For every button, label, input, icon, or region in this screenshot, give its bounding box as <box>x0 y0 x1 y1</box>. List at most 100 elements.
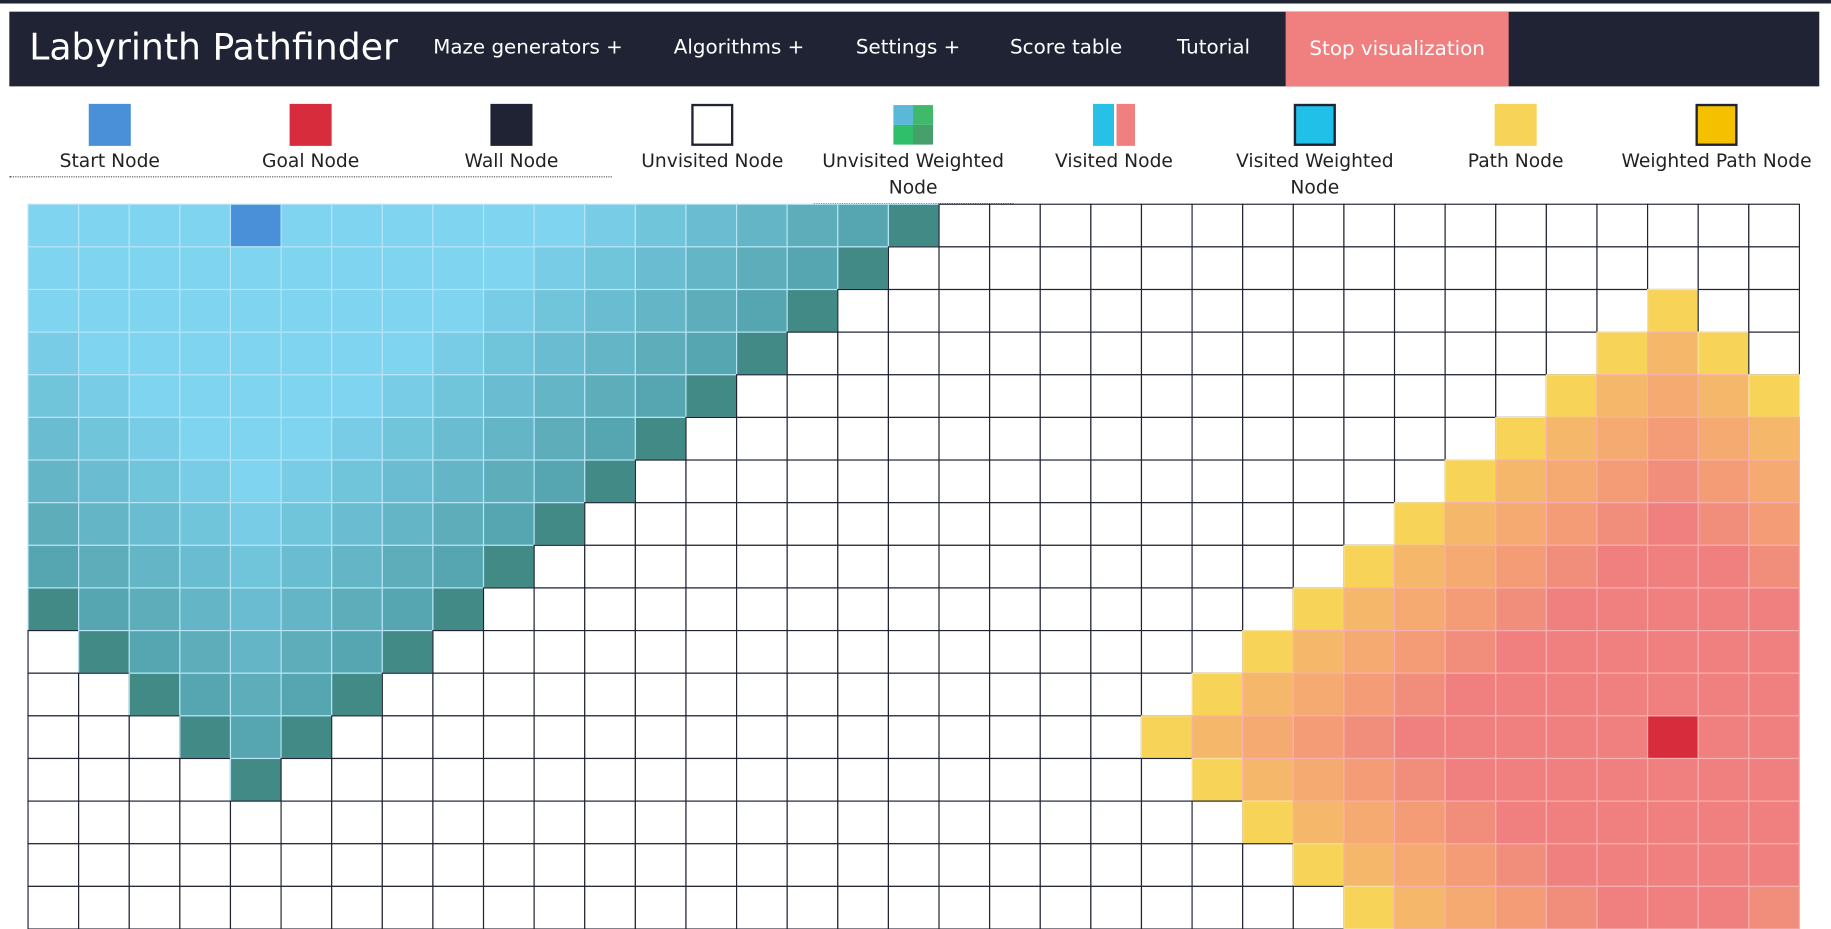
grid-cell[interactable] <box>482 288 535 333</box>
grid-cell[interactable] <box>128 203 181 248</box>
grid-cell[interactable] <box>786 459 839 504</box>
grid-cell[interactable] <box>1343 374 1396 418</box>
grid-cell[interactable] <box>685 502 738 546</box>
grid-cell[interactable] <box>128 587 181 632</box>
grid-cell[interactable] <box>1748 502 1801 546</box>
grid-cell[interactable] <box>1140 629 1193 674</box>
grid-cell[interactable] <box>1090 544 1143 589</box>
grid-cell[interactable] <box>331 288 383 333</box>
grid-cell[interactable] <box>533 288 586 333</box>
grid-cell[interactable] <box>1039 544 1092 589</box>
grid-cell[interactable] <box>584 544 636 589</box>
grid-cell[interactable] <box>938 288 991 333</box>
grid-cell[interactable] <box>331 715 383 760</box>
grid-cell[interactable] <box>179 459 232 504</box>
grid-cell[interactable] <box>837 587 890 632</box>
grid-cell[interactable] <box>179 544 232 589</box>
grid-cell[interactable] <box>331 544 383 589</box>
grid-cell[interactable] <box>78 246 130 291</box>
grid-cell[interactable] <box>27 544 80 589</box>
grid-cell[interactable] <box>1242 331 1294 376</box>
grid-cell[interactable] <box>432 416 485 461</box>
grid-cell[interactable] <box>736 800 788 845</box>
grid-cell[interactable] <box>837 629 890 674</box>
grid-cell[interactable] <box>1596 629 1649 674</box>
grid-cell[interactable] <box>887 331 940 376</box>
grid-cell[interactable] <box>533 246 586 291</box>
grid-cell[interactable] <box>1444 885 1497 929</box>
grid-cell[interactable] <box>584 587 636 632</box>
grid-cell[interactable] <box>128 374 181 418</box>
grid-cell[interactable] <box>533 416 586 461</box>
grid-cell[interactable] <box>1393 331 1446 376</box>
grid-cell[interactable] <box>381 629 434 674</box>
grid-cell[interactable] <box>1039 203 1092 248</box>
grid-cell[interactable] <box>837 331 890 376</box>
grid-cell[interactable] <box>1039 246 1092 291</box>
grid-cell[interactable] <box>1697 885 1750 929</box>
grid-cell[interactable] <box>1292 757 1345 802</box>
grid-cell[interactable] <box>989 416 1041 461</box>
grid-cell[interactable] <box>1444 843 1497 887</box>
grid-cell[interactable] <box>1495 203 1547 248</box>
grid-cell[interactable] <box>887 715 940 760</box>
grid-cell[interactable] <box>533 757 586 802</box>
grid-cell[interactable] <box>432 459 485 504</box>
grid-cell[interactable] <box>128 459 181 504</box>
grid-cell[interactable] <box>1191 757 1244 802</box>
grid-cell[interactable] <box>1545 459 1598 504</box>
grid-cell[interactable] <box>736 587 788 632</box>
grid-cell[interactable] <box>1242 843 1294 887</box>
grid-cell[interactable] <box>280 629 333 674</box>
grid-cell[interactable] <box>78 502 130 546</box>
grid-cell[interactable] <box>685 459 738 504</box>
grid-cell[interactable] <box>1393 757 1446 802</box>
grid-cell[interactable] <box>1697 544 1750 589</box>
grid-cell[interactable] <box>1090 288 1143 333</box>
grid-cell[interactable] <box>1748 800 1801 845</box>
grid-cell[interactable] <box>179 885 232 929</box>
grid-cell[interactable] <box>381 757 434 802</box>
grid-cell[interactable] <box>786 203 839 248</box>
grid-cell[interactable] <box>78 288 130 333</box>
grid-cell[interactable] <box>482 416 535 461</box>
grid-cell[interactable] <box>1140 502 1193 546</box>
grid-cell[interactable] <box>584 885 636 929</box>
grid-cell[interactable] <box>1393 246 1446 291</box>
grid-cell[interactable] <box>128 672 181 717</box>
grid-cell[interactable] <box>584 374 636 418</box>
grid-cell[interactable] <box>482 502 535 546</box>
grid-cell[interactable] <box>1697 502 1750 546</box>
grid-cell[interactable] <box>1647 331 1699 376</box>
grid-cell[interactable] <box>989 544 1041 589</box>
grid-cell[interactable] <box>229 203 282 248</box>
grid-cell[interactable] <box>381 203 434 248</box>
grid-cell[interactable] <box>584 246 636 291</box>
grid-cell[interactable] <box>837 544 890 589</box>
grid-cell[interactable] <box>128 288 181 333</box>
grid-cell[interactable] <box>1191 331 1244 376</box>
grid-cell[interactable] <box>128 502 181 546</box>
grid-cell[interactable] <box>179 288 232 333</box>
grid-cell[interactable] <box>837 288 890 333</box>
grid-cell[interactable] <box>1495 459 1547 504</box>
grid-cell[interactable] <box>27 757 80 802</box>
grid-cell[interactable] <box>27 672 80 717</box>
grid-cell[interactable] <box>837 715 890 760</box>
grid-cell[interactable] <box>887 843 940 887</box>
grid-cell[interactable] <box>482 757 535 802</box>
grid-cell[interactable] <box>1393 587 1446 632</box>
grid-cell[interactable] <box>1242 459 1294 504</box>
grid-cell[interactable] <box>1697 757 1750 802</box>
grid-cell[interactable] <box>533 843 586 887</box>
grid-cell[interactable] <box>1292 587 1345 632</box>
grid-cell[interactable] <box>1647 629 1699 674</box>
grid-cell[interactable] <box>938 800 991 845</box>
grid-cell[interactable] <box>786 374 839 418</box>
grid-cell[interactable] <box>584 331 636 376</box>
nav-item[interactable]: Algorithms + <box>673 36 805 60</box>
grid-cell[interactable] <box>1090 246 1143 291</box>
grid-cell[interactable] <box>27 885 80 929</box>
grid-cell[interactable] <box>1343 502 1396 546</box>
grid-cell[interactable] <box>482 203 535 248</box>
